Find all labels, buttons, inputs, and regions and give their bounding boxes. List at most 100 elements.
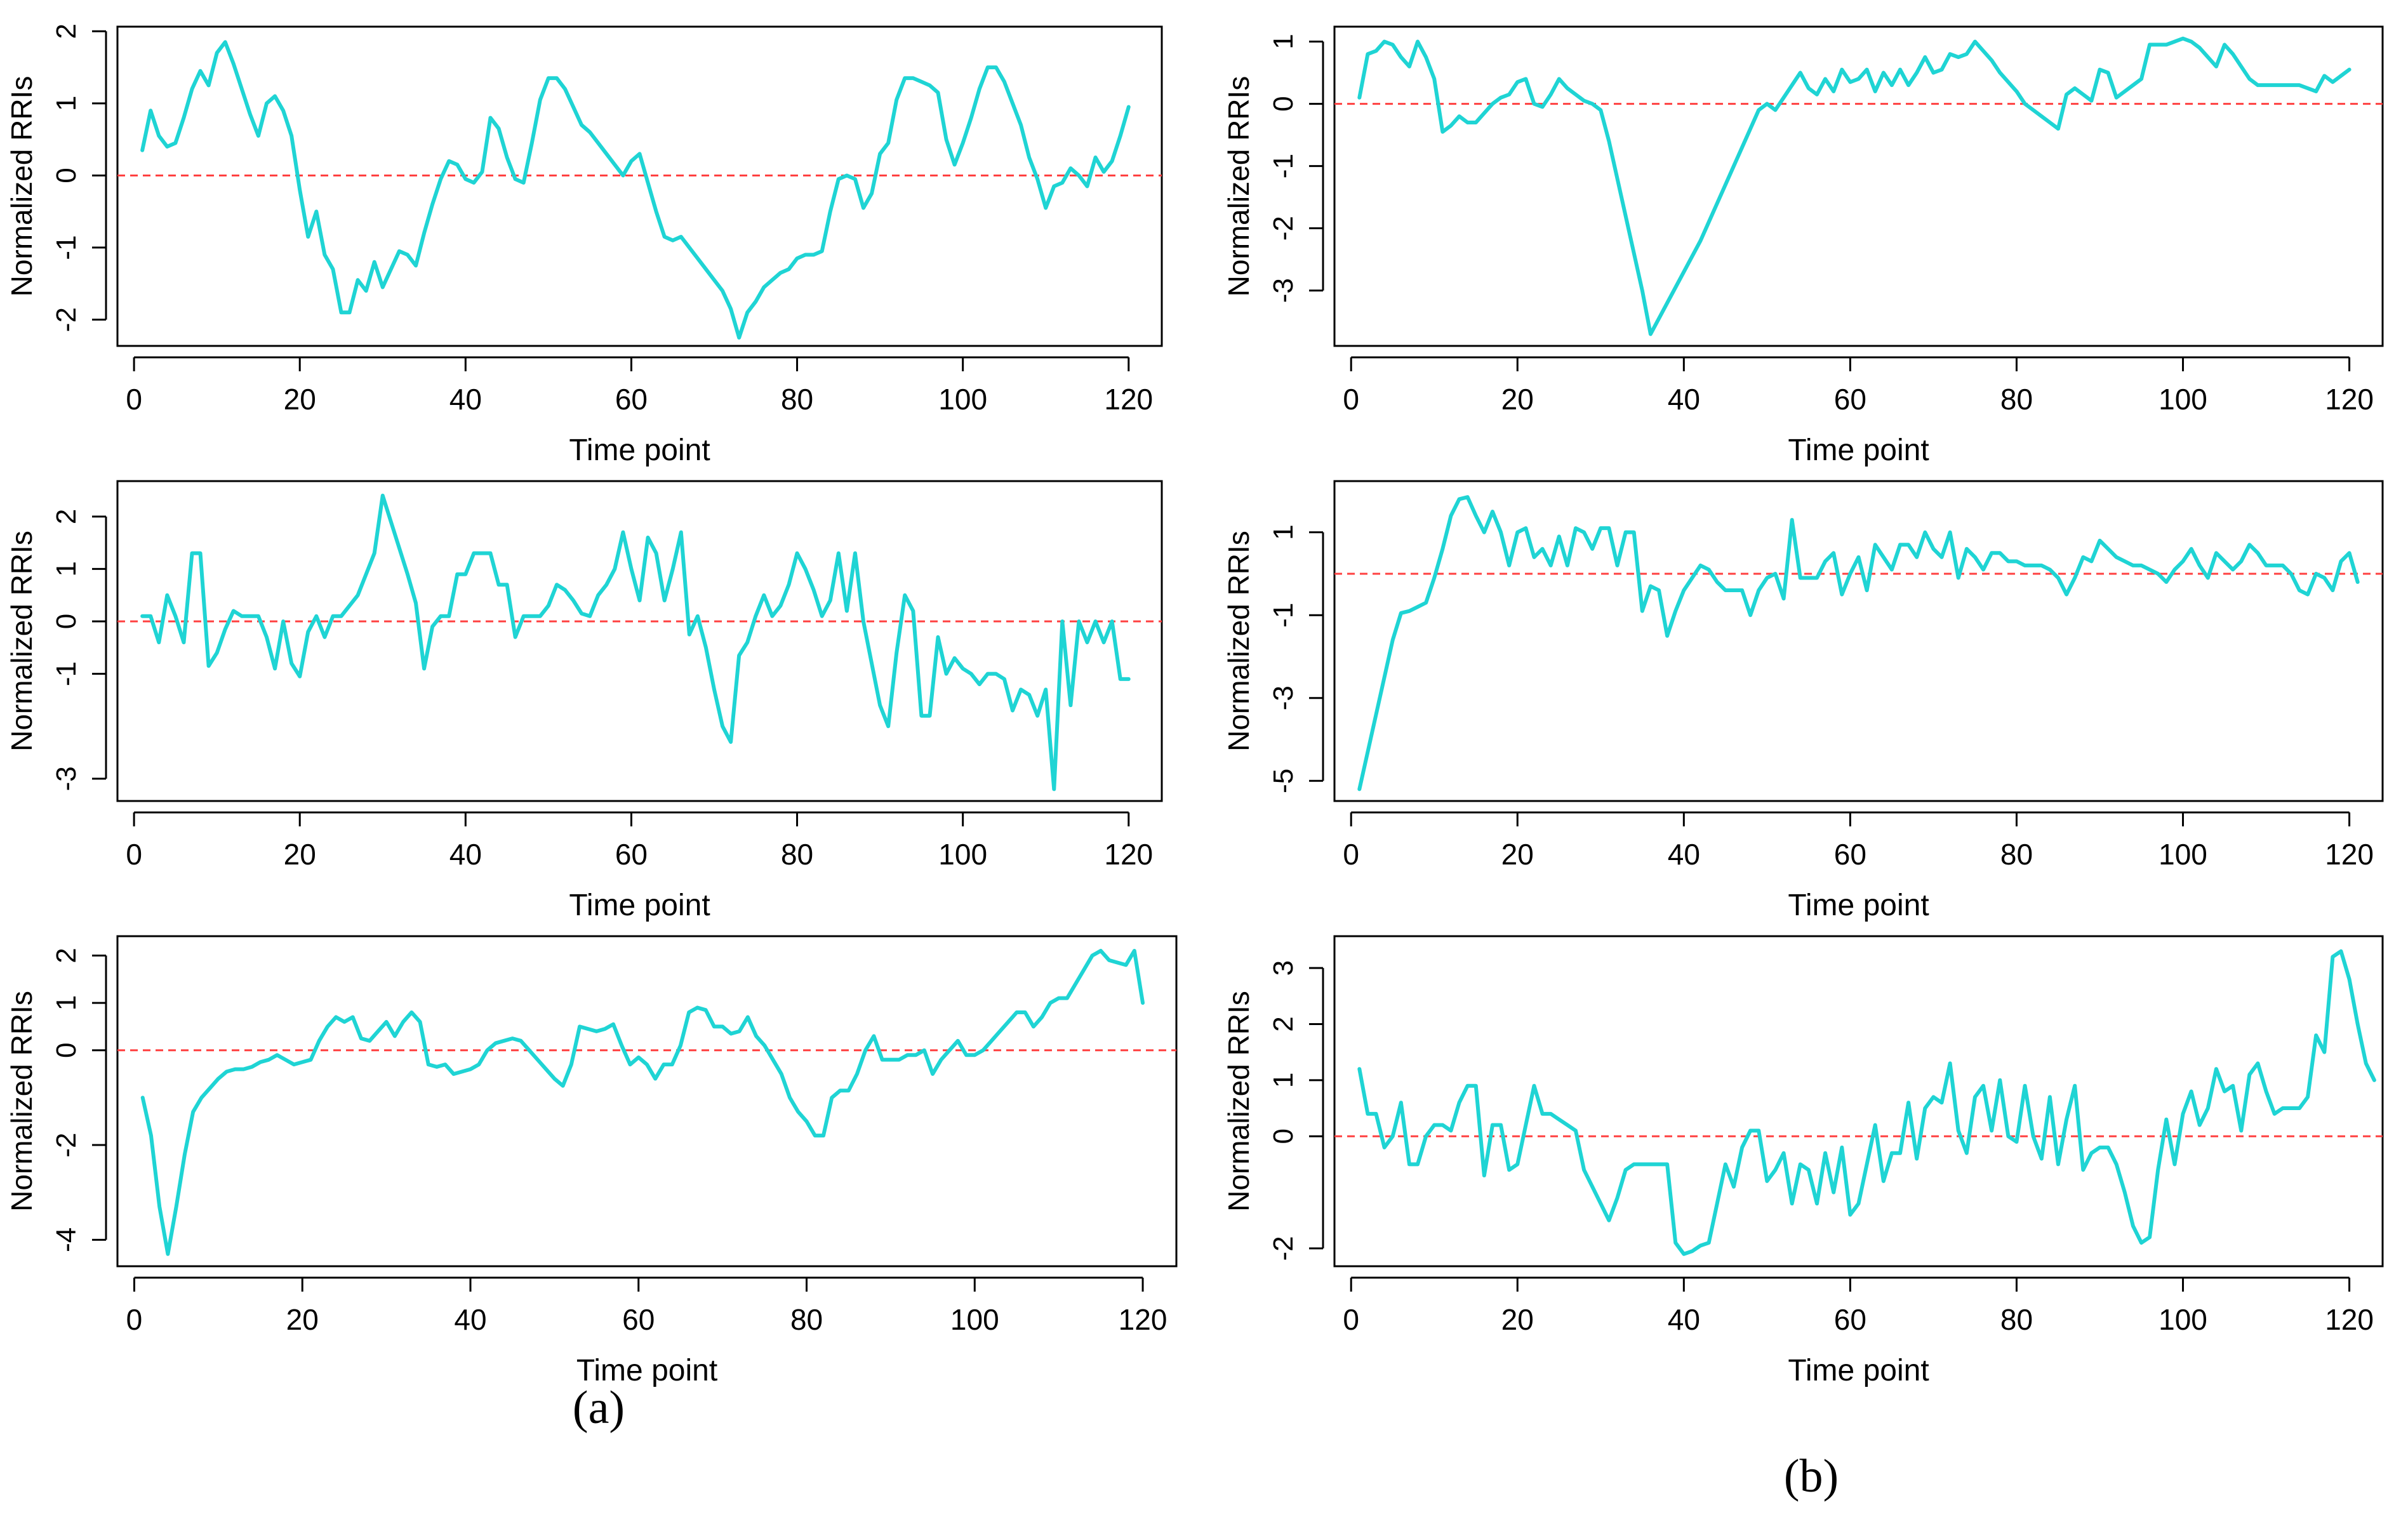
series-line: [140, 40, 1131, 340]
x-tick-label: 60: [615, 838, 648, 871]
y-tick-label: -2: [51, 1132, 82, 1157]
y-tick-label: -2: [51, 307, 82, 332]
x-tick-label: 0: [1343, 1303, 1359, 1336]
x-tick-label: 0: [1343, 838, 1359, 871]
series-line: [1357, 36, 2351, 336]
plot-frame: [1333, 480, 2384, 802]
x-tick-label: 120: [2325, 1303, 2374, 1336]
x-tick-label: 40: [449, 838, 482, 871]
chart-a2: 0 20 40 60 80 100 120 Time point -3 -1 0 1 2 Normaliz…: [5, 480, 1163, 922]
x-tick-label: 100: [938, 838, 987, 871]
series-line: [1357, 495, 2360, 791]
x-tick-label: 0: [126, 383, 142, 416]
x-tick-label: 100: [2159, 1303, 2207, 1336]
x-tick-label: 100: [2159, 383, 2207, 416]
plot-frame: [116, 935, 1178, 1268]
x-tick-label: 80: [781, 838, 813, 871]
chart-a1: 0 20 40 60 80 100 120 Time point -2 -1 0 1 2 Normaliz…: [5, 23, 1163, 467]
panel-label-b: (b): [1784, 1450, 1839, 1502]
y-axis-title: Normalized RRIs: [1222, 991, 1255, 1212]
y-tick-label: 1: [51, 995, 82, 1010]
y-axis-title: Normalized RRIs: [1222, 76, 1255, 297]
x-axis-title: Time point: [1788, 434, 1929, 467]
x-tick-label: 120: [1104, 838, 1153, 871]
x-tick-label: 0: [126, 838, 142, 871]
x-tick-label: 80: [2000, 838, 2033, 871]
x-tick-label: 0: [1343, 383, 1359, 416]
y-tick-label: 1: [51, 96, 82, 111]
y-tick-label: -3: [1268, 685, 1299, 710]
x-tick-label: 120: [1119, 1303, 1167, 1336]
y-tick-label: -2: [1268, 216, 1299, 241]
chart-b3: 0 20 40 60 80 100 120 Time point -2 0 1 2 3 Normalize…: [1222, 935, 2384, 1387]
x-tick-label: 60: [1834, 383, 1866, 416]
x-tick-label: 60: [622, 1303, 655, 1336]
y-tick-label: 1: [51, 561, 82, 576]
y-axis-title: Normalized RRIs: [5, 531, 38, 751]
y-axis-title: Normalized RRIs: [5, 76, 38, 297]
x-tick-label: 120: [2325, 838, 2374, 871]
x-axis-title: Time point: [569, 434, 710, 467]
x-tick-label: 60: [1834, 838, 1866, 871]
series-line: [140, 948, 1145, 1256]
x-tick-label: 20: [284, 838, 316, 871]
y-tick-label: 0: [1268, 1129, 1299, 1144]
x-tick-label: 100: [950, 1303, 999, 1336]
x-tick-label: 120: [1104, 383, 1153, 416]
x-tick-label: 40: [1668, 1303, 1700, 1336]
x-tick-label: 60: [615, 383, 648, 416]
y-tick-label: 0: [1268, 96, 1299, 111]
y-tick-label: -2: [1268, 1236, 1299, 1261]
chart-b1: 0 20 40 60 80 100 120 Time point -3 -2 -1 0 1 Normali…: [1222, 25, 2384, 467]
x-tick-label: 40: [449, 383, 482, 416]
plot-frame: [116, 480, 1163, 802]
x-tick-label: 80: [781, 383, 813, 416]
x-tick-label: 40: [454, 1303, 486, 1336]
x-tick-label: 20: [284, 383, 316, 416]
x-tick-label: 20: [1501, 1303, 1534, 1336]
y-tick-label: 2: [1268, 1016, 1299, 1031]
y-tick-label: -1: [1268, 154, 1299, 178]
series-line: [140, 493, 1131, 791]
x-tick-label: 40: [1668, 838, 1700, 871]
x-tick-label: 80: [2000, 383, 2033, 416]
y-tick-label: 3: [1268, 960, 1299, 976]
series-line: [1357, 949, 2376, 1256]
x-tick-label: 100: [938, 383, 987, 416]
y-tick-label: -1: [51, 661, 82, 686]
x-tick-label: 20: [1501, 838, 1534, 871]
y-tick-label: -4: [51, 1228, 82, 1252]
chart-a3: 0 20 40 60 80 100 120 Time point -4 -2 0 1 2 Normaliz…: [5, 935, 1178, 1387]
plot-frame: [1333, 25, 2384, 347]
x-tick-label: 20: [286, 1303, 319, 1336]
x-tick-label: 80: [790, 1303, 823, 1336]
y-tick-label: 1: [1268, 1073, 1299, 1088]
y-tick-label: 0: [51, 168, 82, 183]
x-tick-label: 120: [2325, 383, 2374, 416]
y-tick-label: 2: [51, 948, 82, 963]
y-tick-label: 1: [1268, 524, 1299, 539]
plot-frame: [116, 25, 1163, 347]
y-tick-label: -1: [1268, 603, 1299, 628]
x-axis-title: Time point: [576, 1354, 717, 1387]
panel-label-a: (a): [573, 1382, 625, 1434]
y-tick-label: 0: [51, 614, 82, 629]
x-axis-title: Time point: [1788, 1354, 1929, 1387]
y-tick-label: -5: [1268, 769, 1299, 793]
x-axis-title: Time point: [1788, 889, 1929, 922]
y-tick-label: 2: [51, 509, 82, 524]
x-tick-label: 60: [1834, 1303, 1866, 1336]
y-tick-label: 2: [51, 23, 82, 39]
x-axis-title: Time point: [569, 889, 710, 922]
x-tick-label: 100: [2159, 838, 2207, 871]
x-tick-label: 0: [126, 1303, 143, 1336]
y-tick-label: -3: [1268, 278, 1299, 303]
x-tick-label: 40: [1668, 383, 1700, 416]
x-tick-label: 20: [1501, 383, 1534, 416]
y-tick-label: -3: [51, 766, 82, 791]
chart-b2: 0 20 40 60 80 100 120 Time point -5 -3 -1 1 Normaliz…: [1222, 480, 2384, 922]
plot-frame: [1333, 935, 2384, 1268]
y-axis-title: Normalized RRIs: [1222, 531, 1255, 751]
